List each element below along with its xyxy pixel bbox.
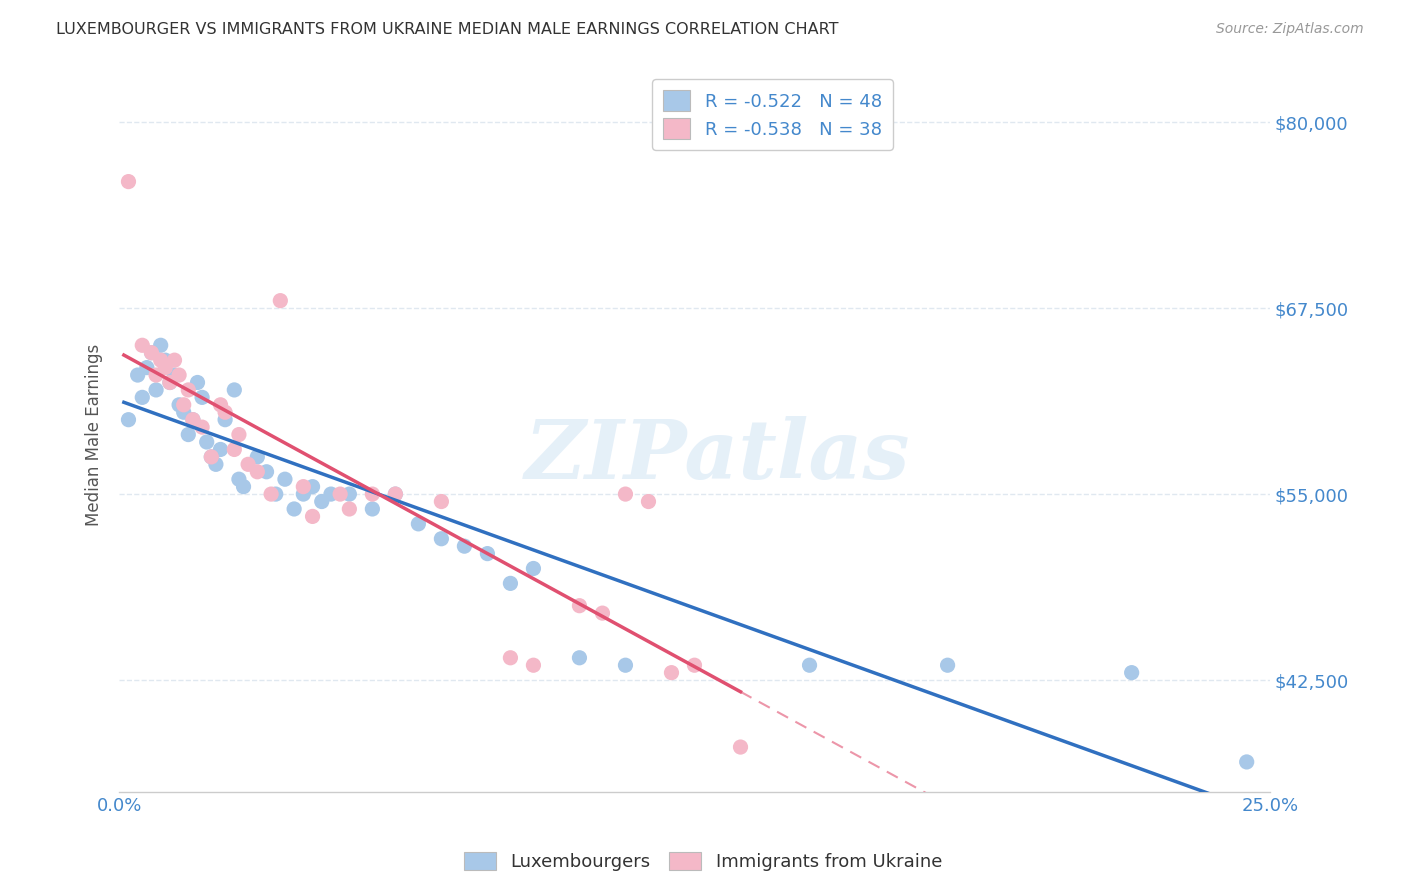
Point	[214, 405, 236, 419]
Point	[936, 658, 959, 673]
Point	[173, 398, 195, 412]
Point	[283, 502, 305, 516]
Point	[337, 487, 360, 501]
Point	[269, 293, 291, 308]
Point	[274, 472, 297, 486]
Point	[214, 413, 236, 427]
Point	[141, 345, 163, 359]
Point	[568, 599, 591, 613]
Point	[224, 442, 246, 457]
Point	[384, 487, 406, 501]
Point	[256, 465, 278, 479]
Point	[209, 398, 232, 412]
Point	[200, 450, 222, 464]
Point	[260, 487, 283, 501]
Point	[205, 458, 228, 472]
Point	[292, 480, 315, 494]
Point	[131, 390, 153, 404]
Point	[117, 413, 139, 427]
Point	[191, 390, 214, 404]
Point	[173, 405, 195, 419]
Point	[232, 480, 254, 494]
Point	[167, 398, 190, 412]
Point	[163, 353, 186, 368]
Point	[292, 487, 315, 501]
Point	[614, 658, 637, 673]
Point	[149, 338, 172, 352]
Point	[145, 368, 167, 382]
Point	[135, 360, 157, 375]
Point	[155, 360, 177, 375]
Point	[568, 650, 591, 665]
Point	[141, 345, 163, 359]
Point	[228, 472, 250, 486]
Point	[591, 606, 613, 620]
Point	[117, 175, 139, 189]
Point	[522, 658, 544, 673]
Point	[177, 383, 200, 397]
Point	[177, 427, 200, 442]
Point	[181, 413, 204, 427]
Point	[155, 353, 177, 368]
Point	[799, 658, 821, 673]
Point	[236, 458, 259, 472]
Point	[499, 650, 522, 665]
Point	[191, 420, 214, 434]
Point	[384, 487, 406, 501]
Point	[246, 465, 269, 479]
Point	[224, 383, 246, 397]
Point	[311, 494, 333, 508]
Legend: R = -0.522   N = 48, R = -0.538   N = 38: R = -0.522 N = 48, R = -0.538 N = 38	[652, 79, 893, 150]
Point	[730, 740, 752, 755]
Point	[264, 487, 287, 501]
Point	[499, 576, 522, 591]
Point	[637, 494, 659, 508]
Point	[614, 487, 637, 501]
Text: ZIPatlas: ZIPatlas	[524, 416, 910, 496]
Point	[683, 658, 706, 673]
Point	[361, 502, 384, 516]
Point	[329, 487, 352, 501]
Point	[181, 413, 204, 427]
Point	[301, 509, 323, 524]
Point	[337, 502, 360, 516]
Point	[430, 532, 453, 546]
Point	[131, 338, 153, 352]
Point	[228, 427, 250, 442]
Point	[163, 368, 186, 382]
Point	[1236, 755, 1258, 769]
Point	[159, 376, 181, 390]
Text: LUXEMBOURGER VS IMMIGRANTS FROM UKRAINE MEDIAN MALE EARNINGS CORRELATION CHART: LUXEMBOURGER VS IMMIGRANTS FROM UKRAINE …	[56, 22, 839, 37]
Y-axis label: Median Male Earnings: Median Male Earnings	[86, 343, 103, 525]
Point	[661, 665, 683, 680]
Point	[361, 487, 384, 501]
Text: Source: ZipAtlas.com: Source: ZipAtlas.com	[1216, 22, 1364, 37]
Point	[195, 435, 218, 450]
Point	[145, 383, 167, 397]
Point	[167, 368, 190, 382]
Point	[209, 442, 232, 457]
Point	[319, 487, 342, 501]
Point	[477, 547, 499, 561]
Point	[246, 450, 269, 464]
Point	[127, 368, 149, 382]
Point	[159, 376, 181, 390]
Point	[200, 450, 222, 464]
Point	[430, 494, 453, 508]
Point	[1121, 665, 1143, 680]
Point	[301, 480, 323, 494]
Point	[522, 561, 544, 575]
Point	[186, 376, 208, 390]
Point	[453, 539, 475, 553]
Legend: Luxembourgers, Immigrants from Ukraine: Luxembourgers, Immigrants from Ukraine	[457, 845, 949, 879]
Point	[149, 353, 172, 368]
Point	[408, 516, 430, 531]
